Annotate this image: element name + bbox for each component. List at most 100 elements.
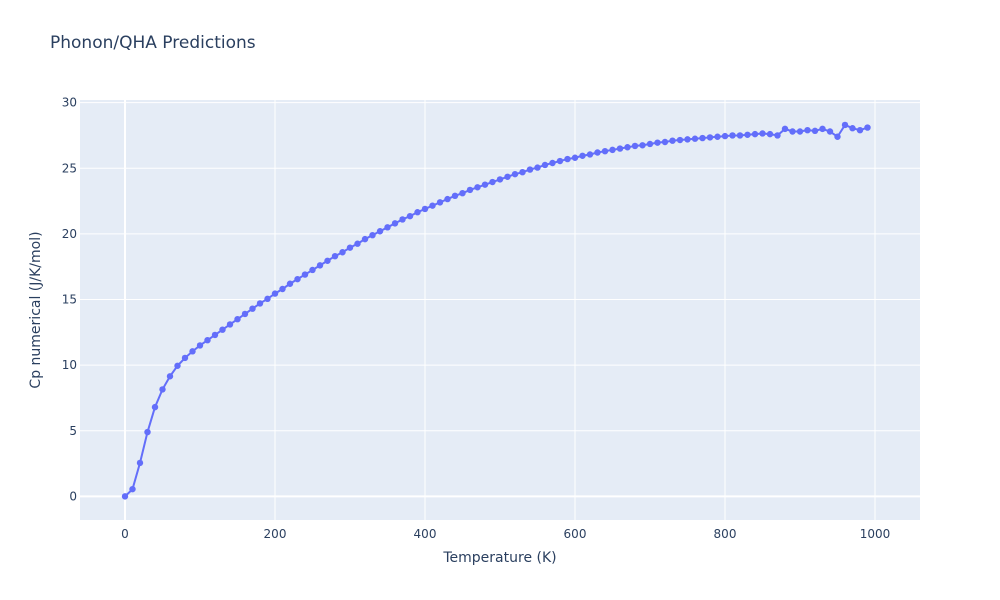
data-point[interactable] [601, 147, 609, 155]
data-point[interactable] [189, 348, 196, 355]
data-point[interactable] [136, 459, 144, 467]
data-point[interactable] [234, 315, 241, 323]
data-point[interactable] [301, 271, 309, 278]
data-point[interactable] [316, 262, 324, 269]
data-point[interactable] [279, 285, 286, 293]
data-point[interactable] [309, 266, 316, 274]
data-point[interactable] [504, 173, 511, 180]
data-point[interactable] [834, 133, 841, 140]
data-point[interactable] [151, 403, 159, 411]
data-point[interactable] [399, 216, 406, 223]
data-point[interactable] [376, 228, 384, 235]
data-point[interactable] [624, 144, 631, 151]
data-point[interactable] [369, 231, 376, 239]
data-point[interactable] [549, 159, 556, 167]
data-point[interactable] [564, 155, 571, 163]
data-point[interactable] [354, 240, 361, 247]
data-point[interactable] [654, 139, 661, 146]
data-point[interactable] [766, 130, 774, 138]
data-point[interactable] [639, 142, 646, 149]
data-point[interactable] [774, 132, 781, 139]
data-point[interactable] [159, 386, 166, 393]
data-point[interactable] [579, 152, 586, 159]
data-point[interactable] [736, 132, 744, 139]
data-point[interactable] [661, 138, 669, 146]
data-point[interactable] [129, 485, 136, 493]
data-point[interactable] [324, 257, 331, 264]
data-point[interactable] [706, 134, 714, 141]
data-point[interactable] [241, 310, 249, 318]
data-point[interactable] [691, 135, 699, 142]
data-point[interactable] [616, 145, 624, 152]
data-point[interactable] [384, 224, 391, 231]
data-point[interactable] [466, 186, 474, 194]
data-point[interactable] [826, 128, 834, 135]
data-point[interactable] [391, 220, 399, 227]
data-point[interactable] [684, 136, 691, 143]
data-point[interactable] [459, 189, 466, 197]
data-point[interactable] [759, 130, 766, 137]
data-point[interactable] [436, 199, 444, 206]
data-point[interactable] [714, 133, 721, 140]
data-point[interactable] [781, 125, 789, 133]
data-point[interactable] [421, 205, 429, 213]
data-point[interactable] [286, 280, 294, 287]
data-point[interactable] [676, 136, 684, 144]
data-point[interactable] [204, 336, 211, 344]
data-point[interactable] [264, 295, 271, 303]
data-point[interactable] [864, 124, 871, 131]
data-point[interactable] [226, 321, 234, 328]
data-point[interactable] [631, 142, 639, 150]
data-point[interactable] [699, 134, 706, 142]
data-point[interactable] [406, 212, 414, 220]
data-point[interactable] [841, 121, 849, 129]
data-point[interactable] [144, 428, 151, 436]
data-point[interactable] [729, 132, 736, 139]
data-point[interactable] [534, 164, 541, 171]
data-point[interactable] [519, 168, 526, 176]
data-point[interactable] [429, 202, 436, 209]
data-point[interactable] [474, 184, 481, 191]
data-point[interactable] [166, 373, 174, 380]
data-point[interactable] [451, 192, 459, 200]
data-point[interactable] [571, 154, 579, 161]
data-point[interactable] [256, 300, 264, 307]
data-point[interactable] [789, 128, 796, 135]
data-point[interactable] [489, 178, 496, 186]
data-point[interactable] [181, 354, 189, 362]
data-point[interactable] [414, 209, 421, 216]
data-point[interactable] [556, 157, 564, 165]
data-point[interactable] [496, 176, 504, 183]
data-point[interactable] [526, 166, 534, 173]
data-point[interactable] [811, 127, 819, 135]
data-point[interactable] [511, 170, 519, 178]
data-point[interactable] [249, 305, 256, 312]
data-point[interactable] [669, 137, 676, 144]
data-point[interactable] [271, 290, 279, 297]
data-point[interactable] [444, 195, 451, 203]
data-point[interactable] [541, 161, 549, 169]
data-point[interactable] [721, 132, 729, 140]
data-point[interactable] [481, 181, 489, 188]
data-point[interactable] [856, 126, 864, 134]
data-point[interactable] [211, 331, 219, 339]
data-point[interactable] [849, 125, 856, 132]
data-point[interactable] [121, 493, 129, 500]
data-point[interactable] [744, 131, 751, 138]
data-point[interactable] [819, 125, 826, 133]
data-point[interactable] [174, 362, 181, 369]
data-point[interactable] [294, 275, 301, 283]
data-point[interactable] [796, 128, 804, 135]
data-point[interactable] [196, 342, 204, 349]
data-point[interactable] [219, 326, 226, 333]
data-point[interactable] [804, 126, 811, 134]
data-point[interactable] [609, 146, 616, 154]
data-point[interactable] [361, 235, 369, 243]
data-point[interactable] [586, 151, 594, 158]
data-point[interactable] [751, 130, 759, 138]
data-point[interactable] [594, 149, 601, 156]
data-point[interactable] [646, 140, 654, 148]
data-point[interactable] [346, 244, 354, 251]
data-point[interactable] [339, 249, 346, 256]
data-point[interactable] [331, 252, 339, 260]
